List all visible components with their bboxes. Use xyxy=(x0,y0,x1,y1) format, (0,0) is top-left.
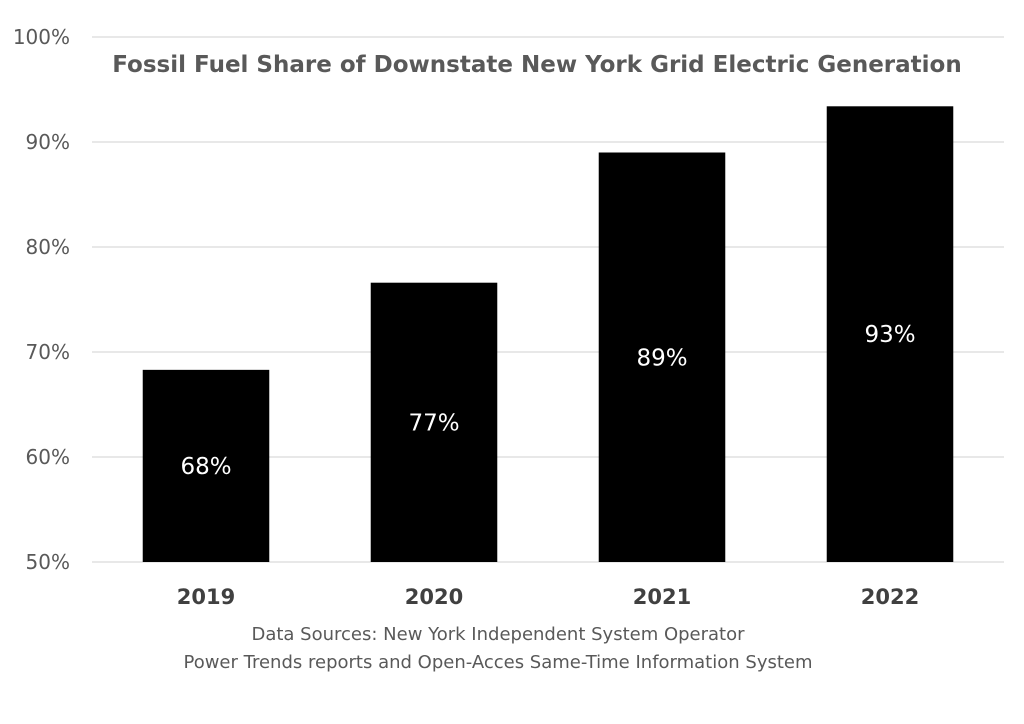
bar-2019 xyxy=(142,369,270,562)
y-tick-label: 70% xyxy=(26,340,70,364)
source-line-2: Power Trends reports and Open-Acces Same… xyxy=(183,652,812,673)
y-tick-label: 80% xyxy=(26,235,70,259)
y-tick-label: 60% xyxy=(26,445,70,469)
chart-title: Fossil Fuel Share of Downstate New York … xyxy=(112,52,961,78)
x-tick-label: 2022 xyxy=(861,585,919,609)
data-label-2019: 68% xyxy=(180,454,231,480)
x-tick-label: 2021 xyxy=(633,585,691,609)
bars: 68% 77% 89% 93% xyxy=(142,106,954,563)
data-label-2021: 89% xyxy=(636,345,687,371)
bar-2020 xyxy=(370,282,498,562)
y-tick-label: 90% xyxy=(26,130,70,154)
x-axis-ticks: 2019 2020 2021 2022 xyxy=(177,585,919,609)
data-label-2022: 93% xyxy=(864,322,915,348)
bar-2021 xyxy=(598,152,726,562)
y-axis-ticks: 50% 60% 70% 80% 90% 100% xyxy=(13,25,70,574)
bar-2022 xyxy=(826,106,954,563)
x-tick-label: 2020 xyxy=(405,585,463,609)
source-note: Data Sources: New York Independent Syste… xyxy=(183,624,812,673)
data-label-2020: 77% xyxy=(408,410,459,436)
y-tick-label: 50% xyxy=(26,550,70,574)
x-tick-label: 2019 xyxy=(177,585,235,609)
y-tick-label: 100% xyxy=(13,25,70,49)
source-line-1: Data Sources: New York Independent Syste… xyxy=(251,624,745,645)
